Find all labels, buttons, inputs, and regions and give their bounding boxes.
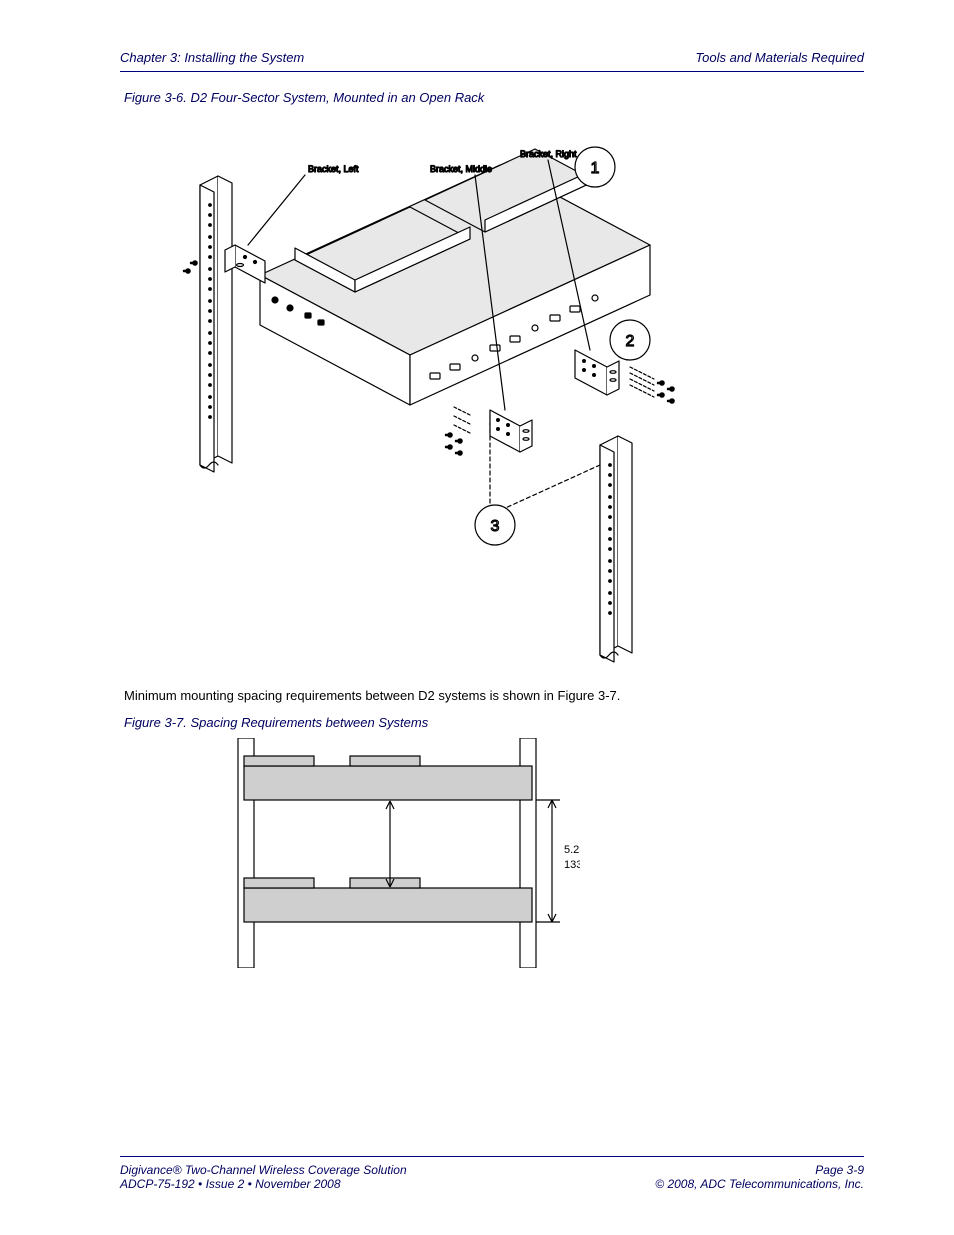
- callout-2: 2: [610, 320, 650, 360]
- spacing-paragraph: Minimum mounting spacing requirements be…: [124, 687, 864, 705]
- callout-1: 1: [575, 147, 615, 187]
- svg-text:3: 3: [491, 518, 500, 535]
- svg-text:2: 2: [626, 333, 635, 350]
- header-rule: [120, 71, 864, 72]
- header-left: Chapter 3: Installing the System: [120, 50, 304, 65]
- footer-bottom-right: © 2008, ADC Telecommunications, Inc.: [655, 1177, 864, 1191]
- figure-1-diagram: Bracket, Left: [140, 115, 700, 675]
- figure-1-caption: Figure 3-6. D2 Four-Sector System, Mount…: [124, 90, 864, 105]
- footer-right: Page 3-9: [815, 1163, 864, 1177]
- footer-rule: [120, 1156, 864, 1157]
- bracket-right-label: Bracket, Right: [520, 149, 577, 159]
- footer-left: Digivance® Two-Channel Wireless Coverage…: [120, 1163, 407, 1177]
- svg-text:1: 1: [591, 160, 600, 177]
- footer-bottom-left: ADCP-75-192 • Issue 2 • November 2008: [120, 1177, 341, 1191]
- header-right: Tools and Materials Required: [695, 50, 864, 65]
- figure-2-diagram: 5.25 in. 133 mm: [220, 738, 580, 968]
- callout-3: 3: [475, 505, 515, 545]
- dim-inches: 5.25 in.: [564, 844, 580, 856]
- bracket-middle-label: Bracket, Middle: [430, 164, 492, 174]
- dim-mm: 133 mm: [564, 859, 580, 871]
- bracket-left-label: Bracket, Left: [308, 164, 359, 174]
- figure-2-caption: Figure 3-7. Spacing Requirements between…: [124, 715, 864, 730]
- rack-rail-left: [200, 176, 232, 472]
- rack-rail-right: [600, 436, 632, 662]
